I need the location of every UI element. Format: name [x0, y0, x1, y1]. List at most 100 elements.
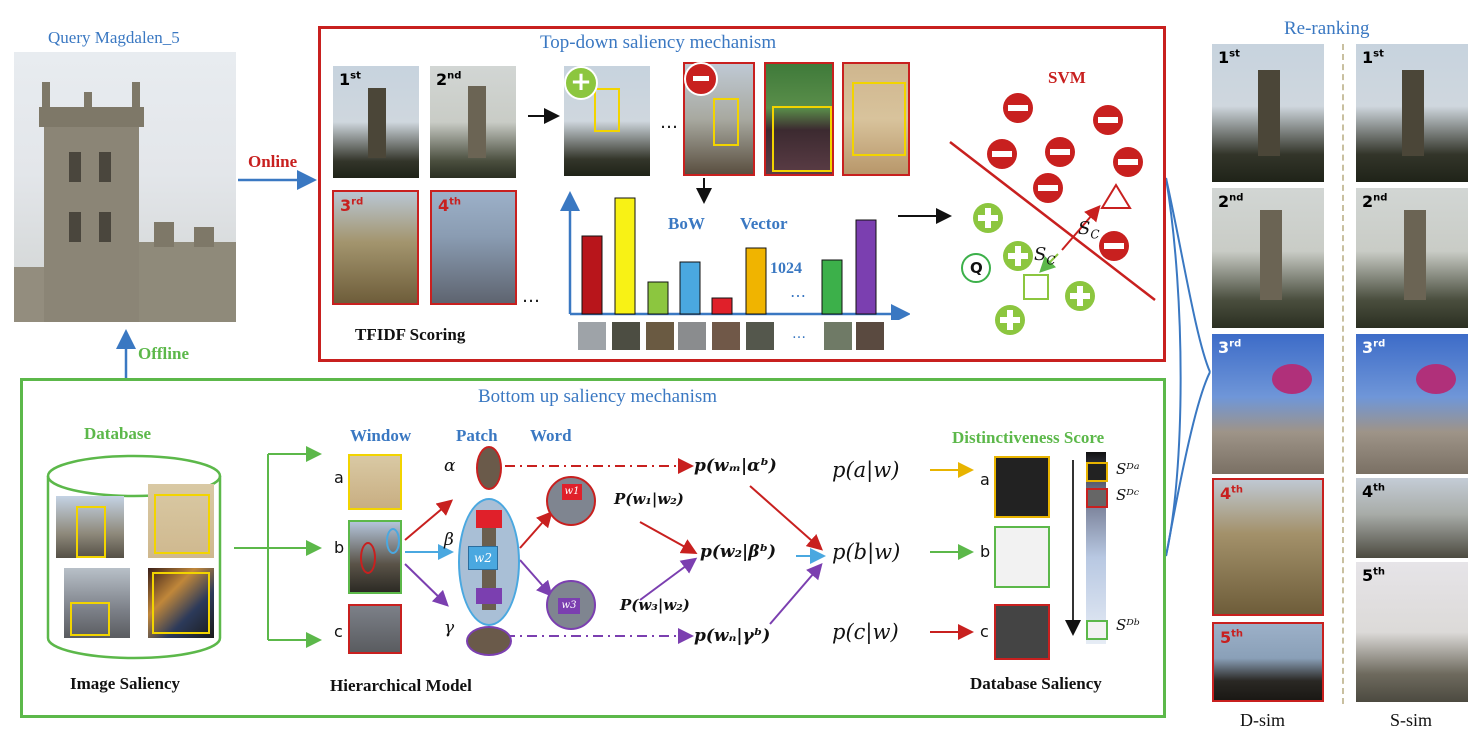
bow-bar — [679, 261, 701, 315]
topdown-rank3-photo: 3rd — [332, 190, 419, 305]
p-w3-w2: P(w₃|w₂) — [620, 596, 690, 614]
score-marker-c — [1086, 488, 1108, 508]
dim-label: 1024 — [770, 260, 802, 277]
samples-ellipsis: … — [660, 112, 678, 133]
rerank-divider — [1342, 44, 1344, 704]
offline-label: Offline — [138, 344, 189, 363]
negative-point — [987, 139, 1017, 169]
bow-label: BoW — [668, 214, 705, 233]
window-label: Window — [350, 426, 412, 445]
bottomup-panel — [20, 378, 1166, 718]
bow-ellipsis: … — [790, 282, 806, 301]
ssim-rank2: 2nd — [1356, 188, 1468, 328]
score-c-letter: c — [980, 622, 989, 641]
patch-strip: … — [578, 322, 884, 352]
dist-score-label: Distinctiveness Score — [952, 428, 1105, 447]
positive-point — [1003, 241, 1033, 271]
p-wm-alpha: p(wₘ|αᵇ) — [694, 456, 777, 476]
w2-tag: w2 — [468, 546, 498, 570]
p-a-w: p(a|w) — [832, 458, 900, 482]
vector-label: Vector — [740, 214, 788, 233]
online-label: Online — [248, 152, 298, 171]
window-c-letter: c — [334, 622, 343, 641]
bow-chart-svg — [560, 191, 911, 324]
bow-bar — [711, 297, 733, 315]
word-w1: w1 — [546, 476, 596, 526]
db-photo-2 — [148, 484, 214, 558]
patch-gamma — [466, 626, 512, 656]
p-b-w: p(b|w) — [832, 540, 901, 564]
rerank-title: Re-ranking — [1284, 18, 1370, 39]
plus-icon: + — [564, 66, 598, 100]
sc-label-lower: SC — [1034, 244, 1056, 268]
p-w1-w2: P(w₁|w₂) — [614, 490, 684, 508]
p-wn-gamma: p(wₙ|γᵇ) — [694, 626, 771, 646]
ssim-rank5: 5th — [1356, 562, 1468, 702]
bow-histogram — [560, 190, 911, 324]
bow-bar — [614, 197, 636, 315]
negative-point — [1003, 93, 1033, 123]
dsim-rank5: 5th — [1212, 622, 1324, 702]
window-c-photo — [348, 604, 402, 654]
dsim-rank3: 3rd — [1212, 334, 1324, 474]
window-b-photo — [348, 520, 402, 594]
query-photo — [14, 52, 236, 322]
score-b-letter: b — [980, 542, 991, 561]
score-marker-b — [1086, 620, 1108, 640]
score-c-box — [994, 604, 1050, 660]
database-label: Database — [84, 424, 152, 443]
ssim-rank4: 4th — [1356, 478, 1468, 558]
w3-tag: w3 — [558, 598, 580, 614]
bow-bar — [745, 247, 767, 315]
query-triangle — [1100, 183, 1132, 209]
topdown-ellipsis: … — [522, 286, 540, 307]
sd-b-label: Sᴰᵇ — [1116, 616, 1140, 634]
db-saliency-label: Database Saliency — [970, 674, 1102, 693]
negative-sample-2-photo — [764, 62, 834, 176]
tower-illustration — [14, 82, 236, 322]
gamma-label: γ — [444, 618, 455, 638]
db-photo-3 — [64, 568, 130, 638]
ssim-rank3: 3rd — [1356, 334, 1468, 474]
hier-model-label: Hierarchical Model — [330, 676, 472, 695]
window-b-letter: b — [334, 538, 345, 557]
negative-point — [1099, 231, 1129, 261]
score-a-box — [994, 456, 1050, 518]
patch-beta: w2 — [458, 498, 520, 626]
sd-c-label: Sᴰᶜ — [1116, 486, 1140, 504]
db-photo-1 — [56, 496, 124, 558]
patch-alpha — [476, 446, 502, 490]
positive-point — [973, 203, 1003, 233]
negative-point — [1033, 173, 1063, 203]
window-a-letter: a — [334, 468, 344, 487]
database-cylinder — [46, 454, 222, 660]
negative-sample-3-photo — [842, 62, 910, 176]
window-a-photo — [348, 454, 402, 510]
sc-label-upper: SC — [1078, 218, 1100, 242]
ssim-rank1: 1st — [1356, 44, 1468, 182]
dsim-rank2: 2nd — [1212, 188, 1324, 328]
dsim-rank4: 4th — [1212, 478, 1324, 616]
word-label: Word — [530, 426, 572, 445]
dsim-rank1: 1st — [1212, 44, 1324, 182]
query-title: Query Magdalen_5 — [48, 28, 180, 47]
bottomup-title: Bottom up saliency mechanism — [478, 386, 718, 407]
topdown-panel — [318, 26, 1166, 362]
minus-icon — [684, 62, 718, 96]
w1-tag: w1 — [562, 484, 582, 500]
svm-label: SVM — [1048, 68, 1086, 87]
negative-point — [1045, 137, 1075, 167]
bow-bar — [855, 219, 877, 315]
negative-point — [1093, 105, 1123, 135]
patch-label: Patch — [456, 426, 498, 445]
p-c-w: p(c|w) — [832, 620, 899, 644]
query-square — [1023, 274, 1049, 300]
bow-bar — [581, 235, 603, 315]
score-b-box — [994, 526, 1050, 588]
topdown-rank1-photo: 1st — [333, 66, 419, 178]
q-circle — [961, 253, 991, 283]
score-marker-a — [1086, 462, 1108, 482]
